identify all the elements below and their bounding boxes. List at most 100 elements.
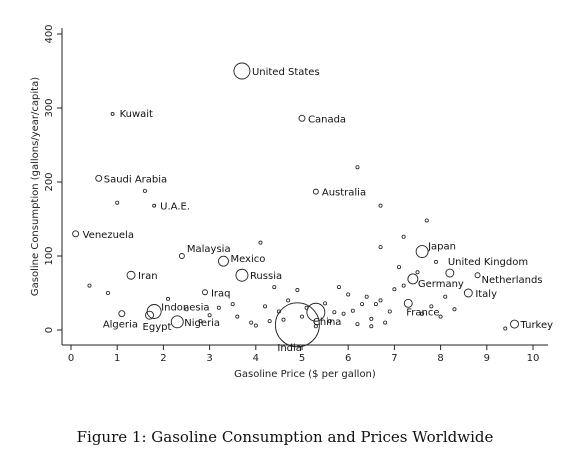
data-point [126, 270, 136, 280]
point-label: Egypt [143, 322, 172, 333]
data-point [230, 302, 235, 307]
data-point [263, 304, 268, 309]
data-point [166, 296, 171, 301]
data-point [403, 298, 413, 308]
data-point [272, 285, 277, 290]
data-point [378, 203, 383, 208]
data-point [360, 302, 365, 307]
data-point [312, 188, 319, 195]
y-tick-label: 400 [44, 24, 55, 43]
data-point [142, 188, 147, 193]
data-point [438, 314, 443, 319]
x-tick-label: 4 [253, 353, 259, 364]
data-point [295, 288, 300, 293]
point-label: Australia [322, 188, 366, 199]
data-point [118, 310, 126, 318]
data-point [115, 200, 120, 205]
data-point [510, 319, 519, 329]
point-label: Nigeria [184, 318, 220, 329]
point-label: Canada [308, 114, 346, 125]
data-point [110, 111, 115, 116]
x-tick-label: 3 [206, 353, 212, 364]
data-point [346, 292, 351, 297]
data-point [429, 304, 434, 309]
data-point [87, 283, 92, 288]
point-label: Mexico [230, 254, 265, 265]
data-point [235, 268, 249, 282]
point-label: Malaysia [187, 244, 231, 255]
data-point [401, 234, 406, 239]
data-point [373, 302, 378, 307]
data-point [235, 314, 240, 319]
data-point [202, 289, 208, 296]
x-axis-title: Gasoline Price ($ per gallon) [234, 369, 376, 380]
data-point [233, 62, 251, 80]
data-point [378, 245, 383, 250]
point-label: Iraq [211, 288, 231, 299]
point-label: France [406, 307, 439, 318]
y-tick-label: 100 [44, 246, 55, 265]
data-point [355, 165, 360, 170]
data-points [72, 62, 519, 348]
data-point [424, 218, 429, 223]
y-axis-title: Gasoline Consumption (gallons/year/capit… [30, 77, 41, 296]
data-point [332, 310, 337, 315]
plot-area [62, 28, 548, 345]
point-label: India [277, 343, 302, 354]
data-point [72, 230, 80, 238]
data-point [401, 283, 406, 288]
data-point [218, 255, 229, 267]
x-tick-label: 2 [160, 353, 166, 364]
data-point [397, 265, 402, 270]
data-point [445, 268, 455, 278]
data-point [415, 245, 429, 259]
data-point [369, 316, 374, 321]
y-tick-label: 0 [44, 327, 55, 333]
data-point [298, 114, 306, 122]
data-point [369, 324, 374, 329]
data-point [336, 285, 341, 290]
point-label: Algeria [103, 320, 138, 331]
point-label: Kuwait [120, 109, 153, 120]
point-label: Italy [475, 289, 497, 300]
data-point [299, 314, 304, 319]
data-point [415, 270, 420, 275]
x-tick-label: 7 [391, 353, 397, 364]
x-tick-label: 6 [345, 353, 351, 364]
point-label: U.A.E. [160, 202, 190, 213]
data-point [387, 309, 392, 314]
point-label: Venezuela [83, 230, 134, 241]
data-point [184, 307, 189, 312]
data-point [313, 324, 318, 329]
data-point [207, 313, 212, 318]
data-point [463, 288, 473, 298]
point-label: Russia [250, 271, 282, 282]
data-point [178, 253, 185, 259]
data-point [274, 302, 320, 348]
y-tick-label: 300 [44, 98, 55, 117]
y-tick-label: 200 [44, 172, 55, 191]
data-point [152, 203, 157, 208]
point-label: Saudi Arabia [104, 174, 167, 185]
data-point [170, 315, 184, 329]
x-tick-label: 9 [484, 353, 490, 364]
data-point [364, 294, 369, 299]
data-point [267, 319, 272, 324]
data-point [258, 240, 263, 245]
x-tick-label: 1 [114, 353, 120, 364]
x-tick-label: 10 [527, 353, 540, 364]
x-tick-label: 0 [68, 353, 74, 364]
data-point [443, 294, 448, 299]
data-point [253, 323, 258, 328]
data-point [420, 311, 425, 316]
data-point [383, 320, 388, 325]
data-point [249, 320, 254, 325]
data-point [433, 259, 438, 264]
point-label: Iran [138, 271, 158, 282]
data-point [407, 273, 419, 285]
point-label: United States [252, 67, 320, 78]
data-point [323, 301, 328, 306]
point-label: Indonesia [161, 303, 209, 314]
data-point [474, 272, 481, 279]
